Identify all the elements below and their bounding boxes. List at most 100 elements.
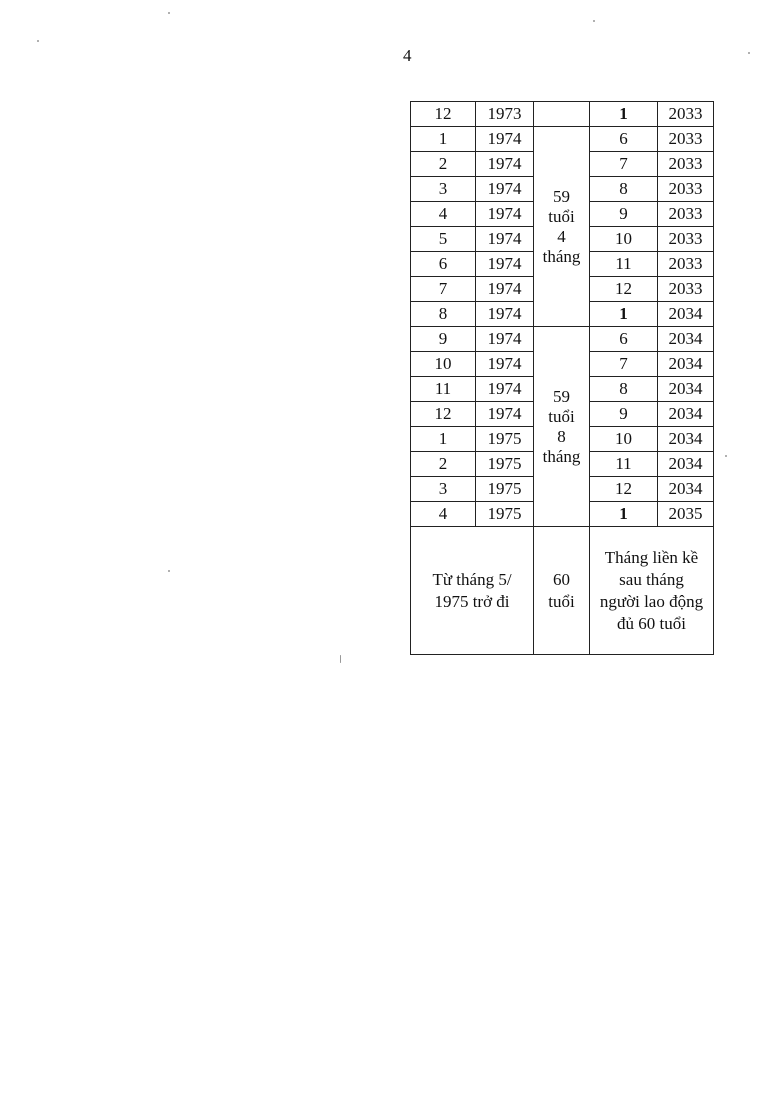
retire-year-cell: 2033 [657,226,714,252]
retire-month-cell: 7 [589,151,658,177]
retire-month-cell: 11 [589,251,658,277]
table-row: 2 1974 7 2033 [410,151,714,177]
birth-year-cell: 1974 [475,401,534,427]
retirement-age-table: 12 1973 1 2033 1 1974 59 tuổi 4 tháng 6 2033 2 1974 7 2… [410,101,714,655]
table-row: 12 1974 9 2034 [410,401,714,427]
birth-month-cell: 11 [410,376,476,402]
retire-month-cell: 6 [589,126,658,152]
retirement-age-cell: 59 tuổi 4 tháng [533,126,590,327]
birth-year-cell: 1974 [475,376,534,402]
birth-year-cell: 1975 [475,451,534,477]
cell-line: đủ 60 tuổi [617,613,686,633]
retire-year-cell: 2034 [657,376,714,402]
cell-line: Tháng liền kề [604,547,699,567]
retire-year-cell: 2035 [657,501,714,527]
page-number: 4 [403,46,412,65]
retire-year-cell: 2034 [657,351,714,377]
table-row: 7 1974 12 2033 [410,276,714,302]
table-row: 4 1975 1 2035 [410,501,714,527]
cell-line: tuổi [548,406,575,426]
birth-month-cell: 2 [410,451,476,477]
birth-month-cell: 5 [410,226,476,252]
cell-line: 59 [553,386,570,406]
birth-month-cell: 9 [410,326,476,352]
birth-year-cell: 1974 [475,126,534,152]
cell-line: 1975 trở đi [434,591,510,611]
birth-year-cell: 1975 [475,476,534,502]
retire-month-cell: 1 [589,501,658,527]
birth-month-cell: 7 [410,276,476,302]
retirement-age-cell: 60 tuổi [533,526,590,655]
cell-line: 8 [557,426,566,446]
retire-year-cell: 2033 [657,276,714,302]
table-row: 3 1974 8 2033 [410,176,714,202]
retire-year-cell: 2034 [657,476,714,502]
birth-month-cell: 10 [410,351,476,377]
cell-line: tháng [542,246,581,266]
retire-month-cell: 8 [589,376,658,402]
table-row: 5 1974 10 2033 [410,226,714,252]
cell-line: 59 [553,186,570,206]
retire-year-cell: 2033 [657,251,714,277]
retire-year-cell: 2033 [657,101,714,127]
cell-line: tuổi [548,591,575,611]
retire-month-cell: 10 [589,426,658,452]
retire-month-cell: 12 [589,276,658,302]
birth-year-cell: 1974 [475,226,534,252]
retire-month-cell: 9 [589,401,658,427]
cell-line: tuổi [548,206,575,226]
retire-month-cell: 10 [589,226,658,252]
birth-month-cell: 12 [410,401,476,427]
retire-month-cell: 1 [589,101,658,127]
retire-time-cell: Tháng liền kề sau tháng người lao động đủ 6… [589,526,714,655]
cell-line: 60 [553,569,570,589]
retire-year-cell: 2034 [657,451,714,477]
retire-year-cell: 2034 [657,426,714,452]
table-row: 9 1974 59 tuổi 8 tháng 6 2034 [410,326,714,527]
table-row: 4 1974 9 2033 [410,201,714,227]
birth-month-cell: 8 [410,301,476,327]
retire-month-cell: 8 [589,176,658,202]
cell-line: 4 [557,226,566,246]
birth-year-cell: 1973 [475,101,534,127]
birth-year-cell: 1974 [475,326,534,352]
retire-year-cell: 2034 [657,401,714,427]
retire-month-cell: 12 [589,476,658,502]
retire-year-cell: 2034 [657,301,714,327]
table-row-final: Từ tháng 5/1975 trở đi 60 tuổi Tháng liền k… [410,526,714,655]
retire-year-cell: 2033 [657,151,714,177]
birth-month-cell: 6 [410,251,476,277]
birth-month-cell: 3 [410,476,476,502]
table-row: 1 1975 10 2034 [410,426,714,452]
table-row: 2 1975 11 2034 [410,451,714,477]
retire-year-cell: 2033 [657,176,714,202]
birth-month-cell: 12 [410,101,476,127]
cell-line: người lao động [599,591,704,611]
birth-year-cell: 1974 [475,351,534,377]
retire-year-cell: 2033 [657,201,714,227]
birth-year-cell: 1975 [475,426,534,452]
birth-month-cell: 4 [410,501,476,527]
cell-line: sau tháng [619,569,684,589]
birth-month-cell: 1 [410,126,476,152]
retire-year-cell: 2033 [657,126,714,152]
birth-year-cell: 1974 [475,151,534,177]
birth-year-cell: 1974 [475,301,534,327]
retire-month-cell: 1 [589,301,658,327]
retire-month-cell: 6 [589,326,658,352]
birth-month-cell: 3 [410,176,476,202]
retire-month-cell: 7 [589,351,658,377]
retire-year-cell: 2034 [657,326,714,352]
birth-month-cell: 1 [410,426,476,452]
birth-year-cell: 1974 [475,201,534,227]
retirement-age-cell: 59 tuổi 8 tháng [533,326,590,527]
birth-year-cell: 1975 [475,501,534,527]
birth-year-cell: 1974 [475,276,534,302]
birth-month-cell: 4 [410,201,476,227]
retire-month-cell: 11 [589,451,658,477]
table-row: 1 1974 59 tuổi 4 tháng 6 2033 [410,126,714,327]
table-row: 11 1974 8 2034 [410,376,714,402]
cell-line: tháng [542,446,581,466]
retire-month-cell: 9 [589,201,658,227]
table-row: 12 1973 1 2033 [410,101,714,127]
